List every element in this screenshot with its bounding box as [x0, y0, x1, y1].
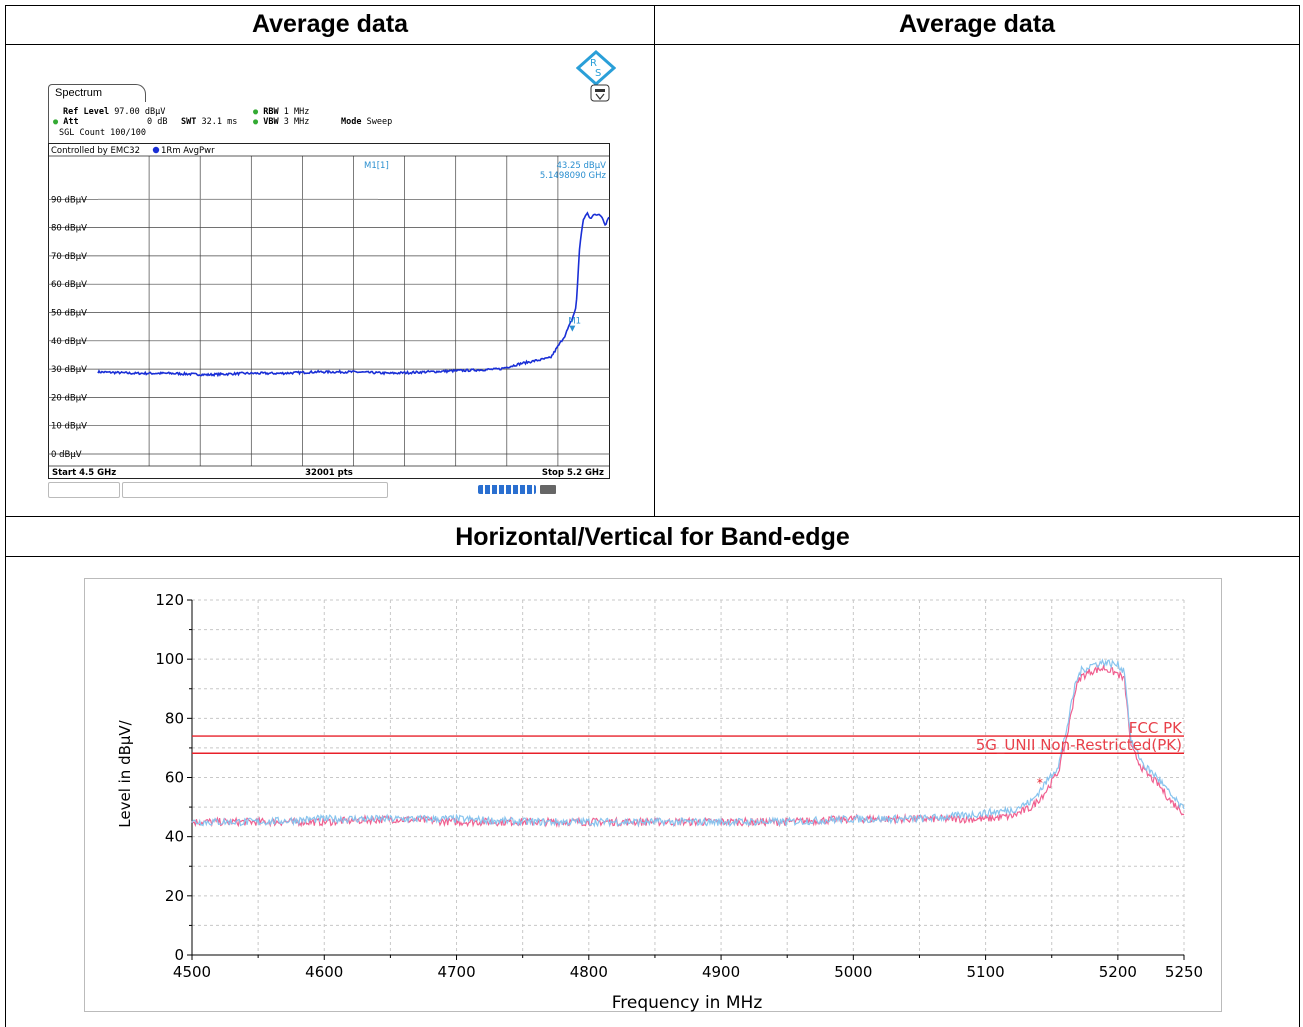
- bandedge-y-tick-label: 80: [165, 709, 184, 727]
- spectrum-y-tick: 80 dBµV: [51, 224, 87, 234]
- analyzer-panel: R S Spectrum Ref Level 97.00 dBµV ● Att …: [44, 50, 616, 506]
- bandedge-peak-marker: *: [1037, 776, 1043, 790]
- spectrum-y-tick: 30 dBµV: [51, 365, 87, 375]
- mode-value: Sweep: [366, 117, 393, 127]
- spectrum-y-tick: 40 dBµV: [51, 337, 87, 347]
- bandedge-y-tick-label: 100: [155, 650, 184, 668]
- bandedge-x-tick-label: 4900: [702, 963, 740, 981]
- bandedge-x-tick-label: 5100: [967, 963, 1005, 981]
- bandedge-y-axis-label: Level in dBµV/: [116, 719, 134, 827]
- header-right: Average data: [898, 10, 1056, 38]
- att-value: 0 dB: [147, 117, 168, 127]
- table-divider-2: [5, 516, 1300, 517]
- spectrum-y-tick: 70 dBµV: [51, 252, 87, 262]
- bandedge-y-tick-label: 60: [165, 769, 184, 787]
- swt-label: SWT: [181, 117, 197, 127]
- ref-level-value: 97.00 dBµV: [114, 107, 166, 117]
- spectrum-trace: [97, 211, 610, 378]
- bandedge-x-tick-label: 4700: [437, 963, 475, 981]
- spectrum-y-tick: 90 dBµV: [51, 195, 87, 205]
- header-bottom: Horizontal/Vertical for Band-edge: [455, 523, 850, 551]
- sgl-count: SGL Count 100/100: [59, 128, 146, 138]
- vbw-value: 3 MHz: [283, 117, 310, 127]
- bandedge-axes: 0 20 40 60 80 100 120 4500 4600 4700 4800 4900 5000 5…: [155, 591, 1203, 981]
- bandedge-x-tick-label: 4600: [305, 963, 343, 981]
- trace-dot-icon: [152, 146, 160, 154]
- spectrum-y-tick: 60 dBµV: [51, 280, 87, 290]
- marker-triangle-icon: [569, 325, 576, 332]
- bandedge-x-tick-label: 5000: [834, 963, 872, 981]
- controlled-by-label: Controlled by EMC32: [51, 146, 140, 156]
- spectrum-y-tick: 50 dBµV: [51, 309, 87, 319]
- marker-freq: 5.1498090 GHz: [540, 171, 607, 181]
- marker-label: M1[1]: [364, 161, 389, 171]
- spectrum-chart: 90 dBµV 80 dBµV 70 dBµV 60 dBµV 50 dBµV 40 dB…: [48, 143, 610, 479]
- bandedge-x-tick-label: 4800: [570, 963, 608, 981]
- table-border-top: [5, 5, 1300, 6]
- mode-label: Mode: [341, 117, 362, 127]
- vbw-label: VBW: [263, 117, 279, 127]
- tab-spectrum-label: Spectrum: [55, 87, 103, 99]
- status-icon: [540, 485, 556, 494]
- bandedge-x-tick-label: 5250: [1165, 963, 1203, 981]
- swt-value: 32.1 ms: [201, 117, 238, 127]
- bandedge-y-tick-label: 20: [165, 887, 184, 905]
- bandedge-y-tick-label: 120: [155, 591, 184, 609]
- bandedge-grid: [192, 599, 1185, 955]
- settings-icon[interactable]: [590, 84, 610, 102]
- svg-text:S: S: [595, 68, 601, 79]
- status-field-1[interactable]: [48, 482, 120, 498]
- status-field-2[interactable]: [122, 482, 388, 498]
- bandedge-x-tick-label: 4500: [173, 963, 211, 981]
- spectrum-y-tick: 10 dBµV: [51, 422, 87, 432]
- bandedge-limit-label: FCC PK: [1129, 719, 1183, 737]
- tab-spectrum[interactable]: Spectrum: [48, 84, 146, 102]
- bandedge-y-tick-label: 0: [174, 946, 184, 964]
- spectrum-y-tick: 0 dBµV: [51, 450, 82, 460]
- bandedge-x-tick-label: 5200: [1099, 963, 1137, 981]
- trace-label: 1Rm AvgPwr: [161, 146, 215, 156]
- bandedge-chart: 0 20 40 60 80 100 120 4500 4600 4700 4800 4900 5000 5…: [84, 578, 1222, 1012]
- spectrum-grid: [48, 156, 610, 466]
- table-divider-mid-vertical: [654, 5, 655, 517]
- points-label: 32001 pts: [305, 468, 353, 478]
- analyzer-settings: Ref Level 97.00 dBµV ● Att 0 dB SWT 32.1…: [48, 101, 609, 143]
- spectrum-y-tick: 20 dBµV: [51, 393, 87, 403]
- bandedge-limit-label: 5G_UNII Non-Restricted(PK): [976, 736, 1182, 755]
- marker-tag: M1: [568, 317, 581, 327]
- progress-indicator: [478, 485, 536, 494]
- table-divider-3: [5, 556, 1300, 557]
- bandedge-x-axis-label: Frequency in MHz: [612, 993, 763, 1012]
- svg-text:R: R: [590, 58, 597, 69]
- header-left: Average data: [251, 10, 409, 38]
- marker-level: 43.25 dBµV: [557, 161, 607, 171]
- rbw-value: 1 MHz: [283, 107, 310, 117]
- rbw-label: RBW: [263, 107, 279, 117]
- bandedge-series: [191, 658, 1185, 829]
- bandedge-y-tick-label: 40: [165, 828, 184, 846]
- status-bar: [48, 482, 612, 498]
- stop-label: Stop 5.2 GHz: [542, 468, 604, 478]
- ref-level-label: Ref Level: [63, 107, 110, 117]
- spectrum-y-axis: 90 dBµV 80 dBµV 70 dBµV 60 dBµV 50 dBµV 40 dB…: [51, 195, 87, 460]
- start-label: Start 4.5 GHz: [52, 468, 116, 478]
- bandedge-series-2: [191, 658, 1185, 828]
- logo-icon: R S: [576, 50, 616, 86]
- att-label: Att: [63, 117, 79, 127]
- table-divider-1: [5, 44, 1300, 45]
